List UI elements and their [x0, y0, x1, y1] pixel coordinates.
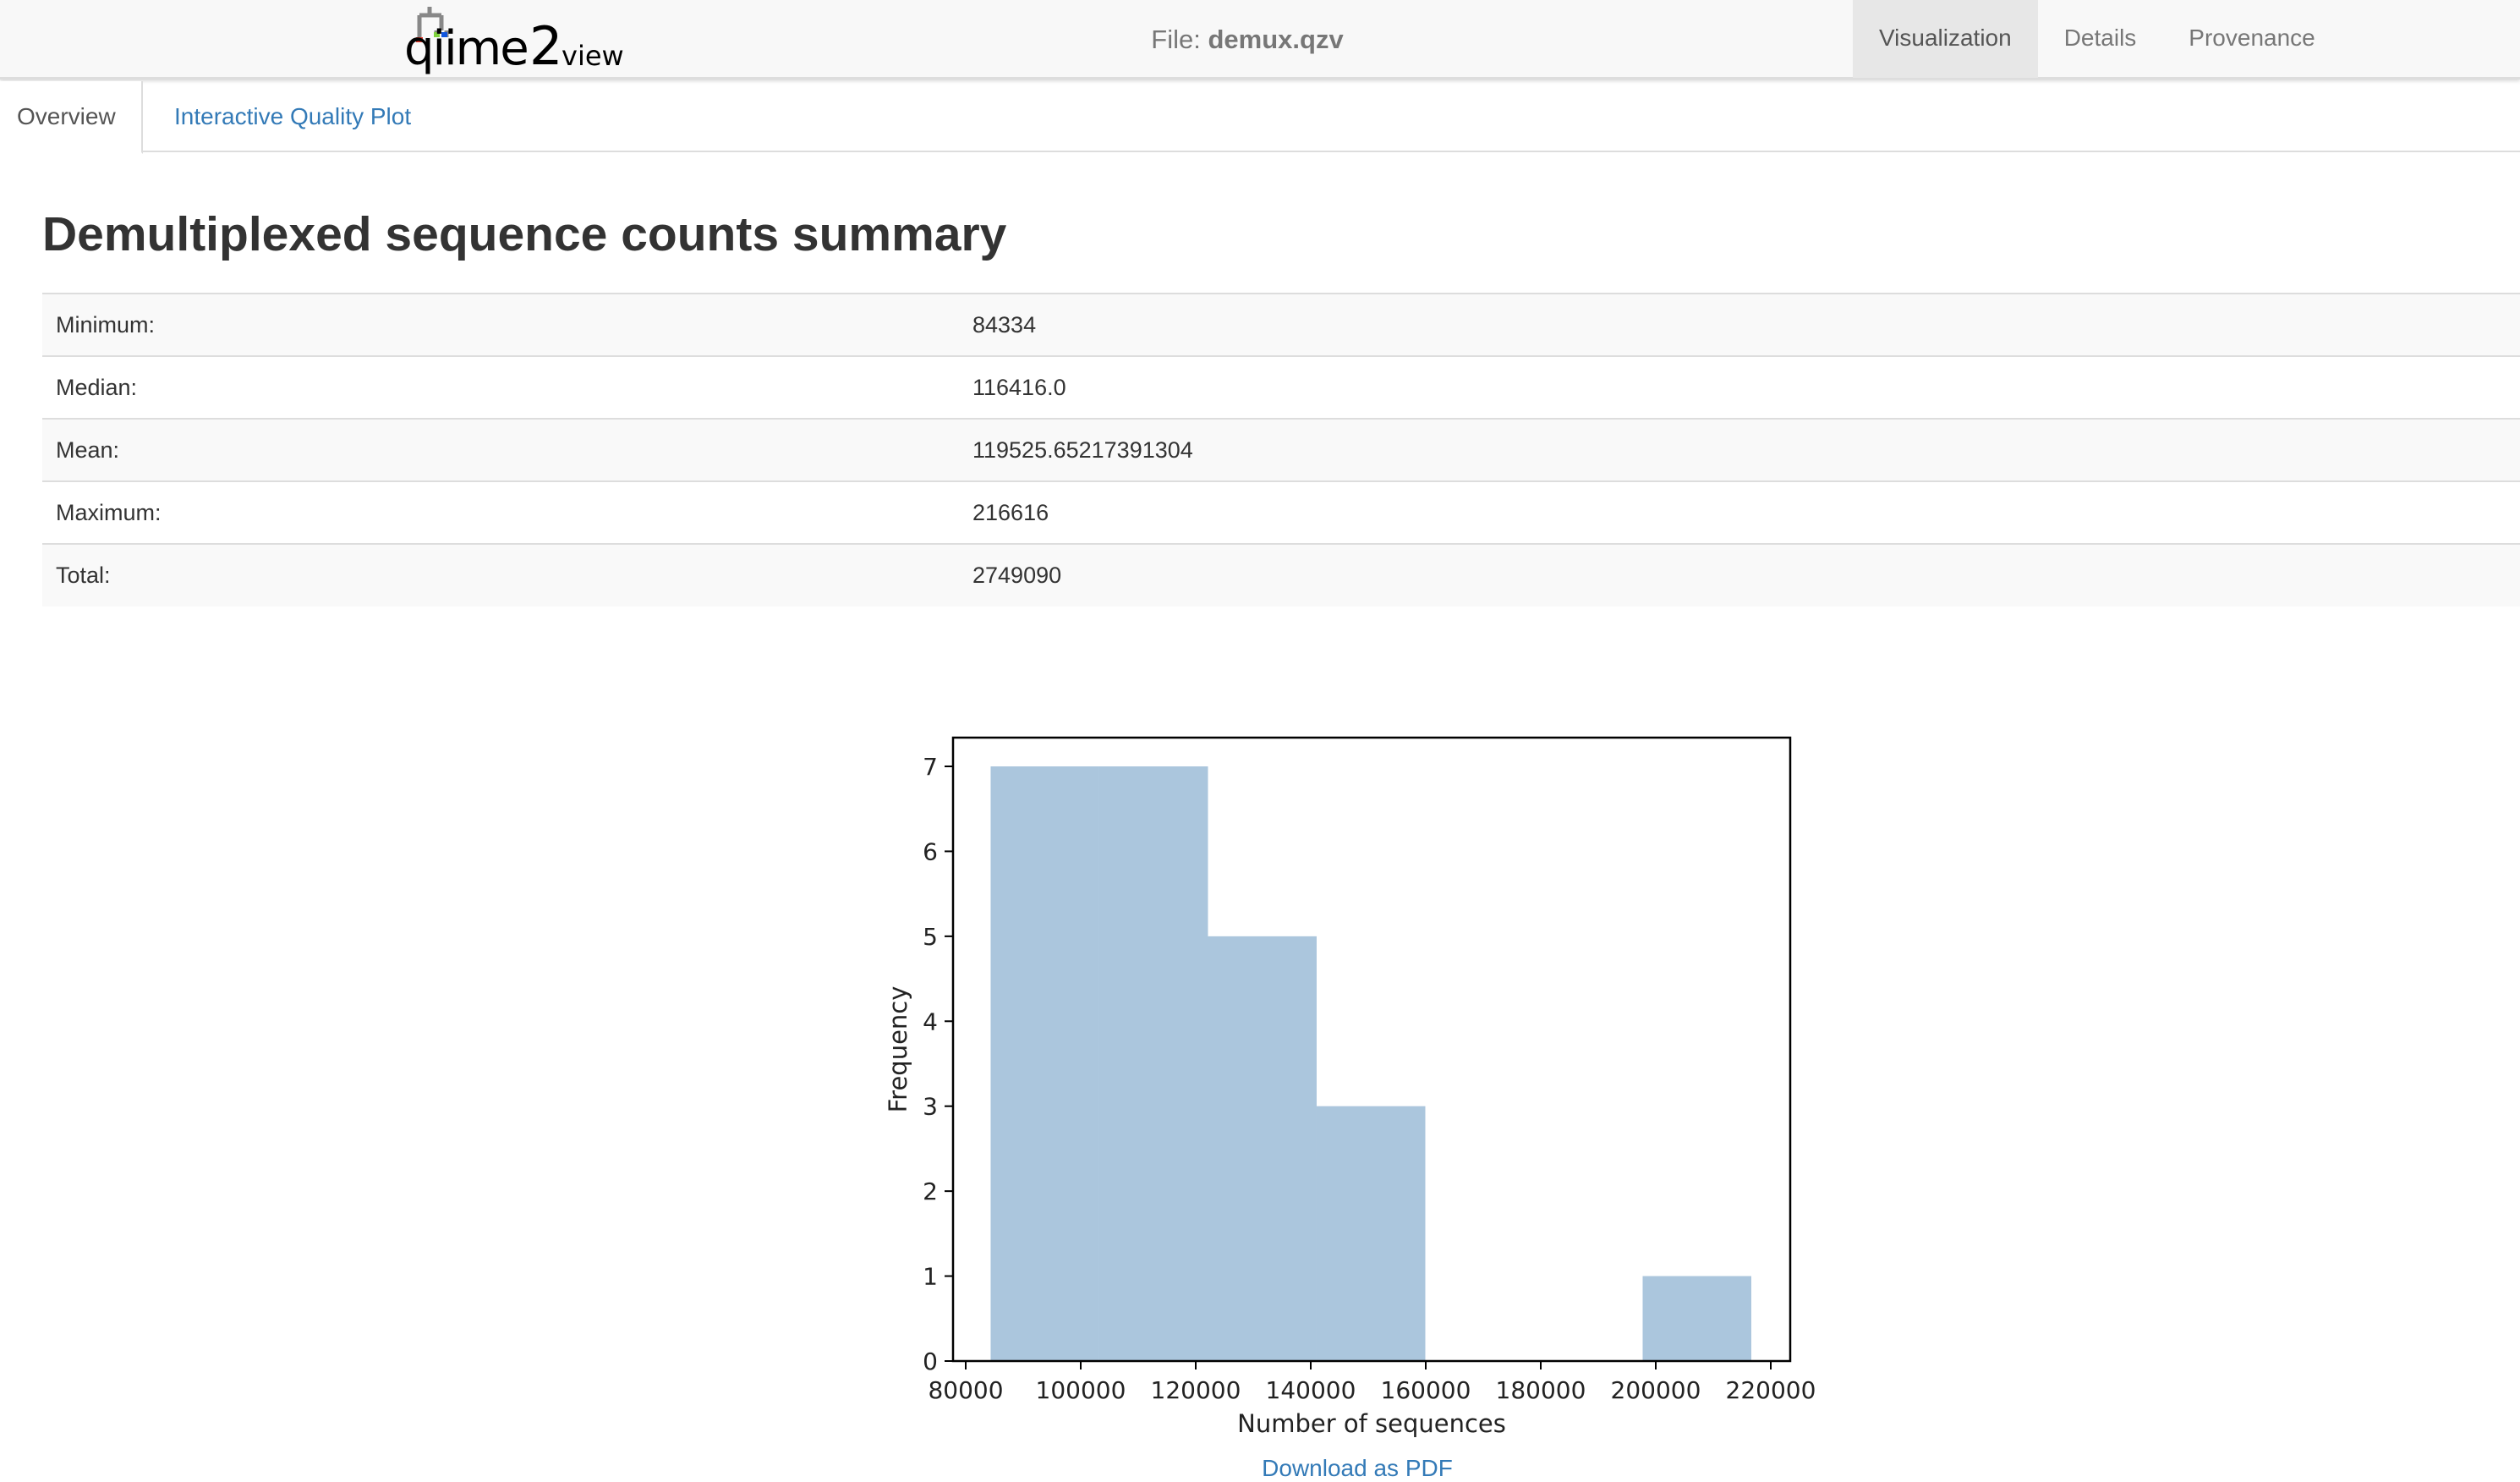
nav-tab-details[interactable]: Details: [2063, 25, 2137, 51]
svg-text:qiime: qiime: [404, 21, 528, 76]
navbar: qiime 2 view File: demux.qzv Visualizati…: [0, 0, 2520, 80]
summary-label: Median:: [42, 355, 972, 419]
summary-value: 2749090: [972, 543, 2520, 607]
nav-tab-provenance[interactable]: Provenance: [2189, 25, 2315, 51]
svg-text:view: view: [562, 40, 624, 72]
file-name: demux.qzv: [1208, 25, 1344, 54]
histogram-bar: [990, 766, 1099, 1361]
summary-value: 116416.0: [972, 355, 2520, 419]
file-title: File: demux.qzv: [1015, 0, 1480, 80]
nav-tabs: Visualization Details Provenance: [1853, 0, 2342, 78]
x-tick-label: 80000: [928, 1376, 1003, 1404]
table-row: Minimum: 84334: [42, 293, 2520, 356]
y-tick-label: 1: [923, 1263, 938, 1291]
summary-value: 119525.65217391304: [972, 418, 2520, 481]
summary-label: Mean:: [42, 418, 972, 481]
download-pdf-link[interactable]: Download as PDF: [1262, 1455, 1453, 1481]
histogram-bar: [1208, 936, 1317, 1361]
x-tick-label: 200000: [1611, 1376, 1701, 1404]
x-tick-label: 140000: [1266, 1376, 1356, 1404]
x-tick-label: 220000: [1726, 1376, 1816, 1404]
table-row: Maximum: 216616: [42, 480, 2520, 544]
nav-tab-visualization[interactable]: Visualization: [1853, 0, 2038, 78]
histogram-bar: [1316, 1106, 1426, 1361]
summary-value: 216616: [972, 480, 2520, 544]
summary-label: Maximum:: [42, 480, 972, 544]
y-tick-label: 3: [923, 1093, 938, 1121]
tab-interactive-quality-plot[interactable]: Interactive Quality Plot: [174, 103, 412, 129]
y-axis-label: Frequency: [884, 986, 912, 1113]
table-row: Total: 2749090: [42, 543, 2520, 607]
table-row: Median: 116416.0: [42, 355, 2520, 419]
table-row: Mean: 119525.65217391304: [42, 418, 2520, 481]
summary-label: Minimum:: [42, 293, 972, 356]
y-tick-label: 4: [923, 1007, 938, 1035]
y-tick-label: 5: [923, 923, 938, 951]
x-tick-label: 120000: [1151, 1376, 1241, 1404]
histogram-bar: [1642, 1276, 1751, 1361]
summary-label: Total:: [42, 543, 972, 607]
page-title: Demultiplexed sequence counts summary: [42, 207, 1007, 261]
content-tabs: Interactive Quality Plot Overview: [0, 81, 2520, 154]
svg-text:2: 2: [529, 15, 562, 76]
y-tick-label: 2: [923, 1177, 938, 1205]
y-tick-label: 0: [923, 1348, 938, 1375]
plot-frame: [951, 736, 1792, 1363]
x-tick-label: 100000: [1036, 1376, 1126, 1404]
y-tick-label: 6: [923, 837, 938, 865]
qiime2-logo[interactable]: qiime 2 view: [404, 3, 624, 76]
summary-table: Minimum: 84334 Median: 116416.0 Mean: 119525.…: [42, 293, 2520, 607]
summary-value: 84334: [972, 293, 2520, 356]
histogram-bar: [1098, 766, 1208, 1361]
tab-overview[interactable]: Overview: [0, 81, 143, 154]
x-tick-label: 160000: [1381, 1376, 1471, 1404]
y-tick-label: 7: [923, 753, 938, 781]
x-tick-label: 180000: [1496, 1376, 1586, 1404]
x-axis-label: Number of sequences: [1237, 1409, 1506, 1438]
file-label: File:: [1151, 25, 1201, 54]
